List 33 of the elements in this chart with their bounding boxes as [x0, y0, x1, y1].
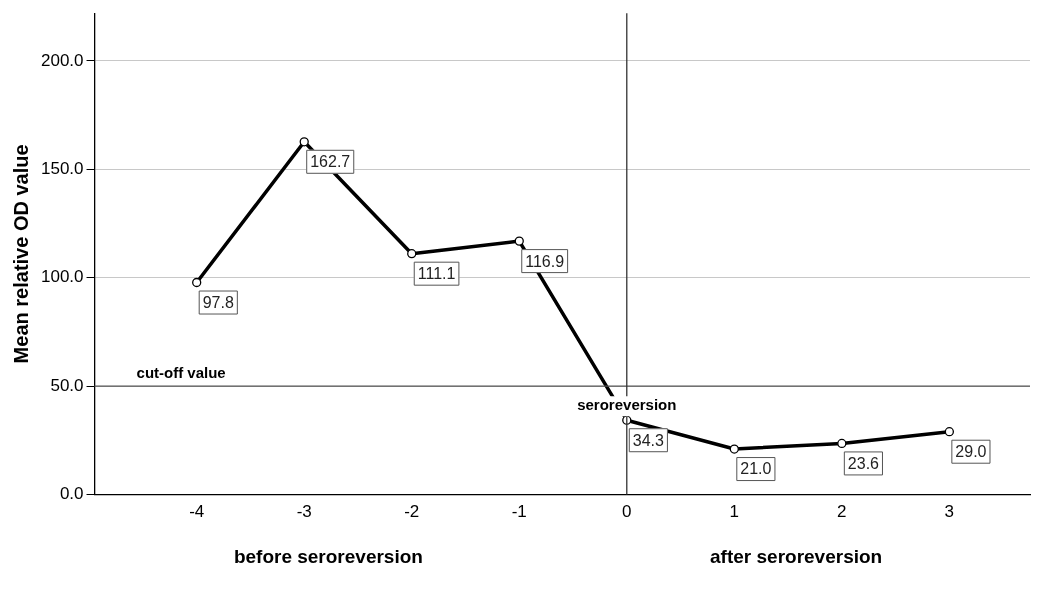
y-axis-title: Mean relative OD value: [9, 144, 32, 364]
text: after seroreversion: [710, 545, 883, 567]
x-tick-label: 3: [944, 502, 955, 522]
y-tick-label: 100.0: [40, 267, 84, 287]
point: [837, 438, 847, 449]
y-tick-label: 200.0: [40, 50, 84, 70]
data-label: 34.3: [632, 431, 665, 449]
x-tick-label: -2: [404, 502, 420, 522]
y-tick-label: 150.0: [40, 159, 84, 179]
x-tick-label: 1: [729, 502, 740, 522]
data-label: 29.0: [955, 443, 987, 461]
x-tick-label: -3: [296, 502, 312, 522]
text: before seroreversion: [233, 545, 423, 567]
data-label: 111.1: [417, 265, 456, 283]
point: [192, 277, 202, 288]
x-tick-label: 0: [622, 502, 632, 522]
point: [299, 137, 309, 147]
data-label: 97.8: [202, 293, 234, 311]
x-tick-label: -1: [511, 502, 527, 522]
x-tick-label: -4: [189, 502, 205, 522]
ref-line-label: seroreversion: [577, 395, 677, 413]
point: [407, 249, 417, 259]
data-label: 116.9: [525, 252, 565, 270]
y-tick-label: 50.0: [50, 375, 84, 395]
point: [514, 236, 524, 246]
data-label: 21.0: [740, 460, 772, 478]
data-label: 162.7: [310, 153, 351, 171]
data-label: 23.6: [847, 454, 880, 472]
x-tick-label: 2: [837, 502, 847, 522]
y-tick-label: 0.0: [59, 484, 84, 504]
point: [944, 427, 955, 437]
point: [729, 444, 739, 454]
ref-line-label: cut-off value: [136, 363, 226, 381]
